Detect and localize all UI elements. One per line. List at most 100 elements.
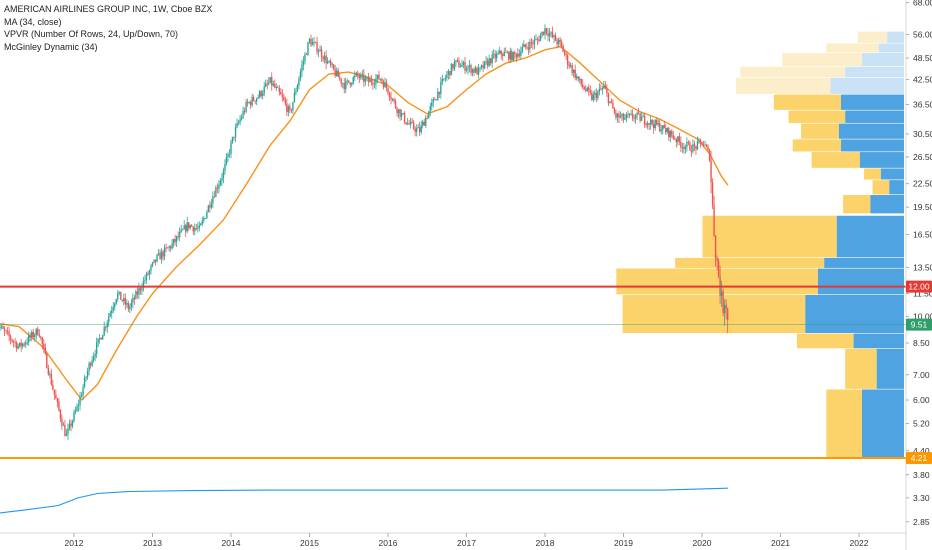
candle-445-body xyxy=(666,127,668,133)
candle-148-body xyxy=(218,184,220,189)
candle-144-body xyxy=(212,196,214,204)
candle-340-body xyxy=(508,52,510,60)
candle-191-body xyxy=(283,96,285,100)
candle-426-body xyxy=(637,112,640,114)
candle-109-body xyxy=(159,253,161,260)
candle-193-body xyxy=(286,103,288,113)
vp-faded-row-1-up xyxy=(845,66,904,78)
candle-417-body xyxy=(624,117,626,120)
candle-234-body xyxy=(348,80,350,83)
candle-45-body xyxy=(62,424,65,426)
legend-title: AMERICAN AIRLINES GROUP INC, 1W, Cboe BZ… xyxy=(4,4,213,14)
candle-433-body xyxy=(648,123,650,125)
price-axis[interactable]: 68.00 56.00 48.50 42.50 36.50 30.50 26.50 22.50… xyxy=(906,0,932,527)
candle-449-body xyxy=(672,135,675,139)
candle-126-body xyxy=(185,225,187,232)
candle-187-body xyxy=(277,87,279,88)
candle-273-body xyxy=(406,123,409,125)
candle-167-body xyxy=(246,101,249,103)
candle-416-body xyxy=(622,113,625,120)
candle-458-body xyxy=(686,142,688,147)
candle-309-body xyxy=(461,64,463,67)
indicator-lines xyxy=(0,45,729,514)
vp-row-3-up xyxy=(836,215,904,258)
level-resistance-tag-label: 12.00 xyxy=(908,282,930,292)
candle-152-body xyxy=(224,163,226,171)
candle-380-body xyxy=(568,64,570,67)
candle-418-body xyxy=(625,114,628,118)
y-tick-label-18: 3.80 xyxy=(913,470,930,480)
candle-227-body xyxy=(337,70,339,78)
candle-205-body xyxy=(304,54,306,61)
candle-165-body xyxy=(243,110,246,112)
candle-250-body xyxy=(372,82,374,85)
candle-104-body xyxy=(151,262,154,266)
legend-vpvr[interactable]: VPVR (Number Of Rows, 24, Up/Down, 70) xyxy=(4,29,179,39)
y-tick-label-2: 48.50 xyxy=(913,53,932,63)
candle-132-body xyxy=(194,227,196,232)
candle-313-body xyxy=(467,67,469,69)
candle-232-body xyxy=(345,81,347,90)
candle-365-body xyxy=(545,28,548,34)
candle-479-body xyxy=(717,260,720,277)
candle-285-body xyxy=(425,117,427,126)
candle-342-body xyxy=(511,51,513,61)
candle-229-body xyxy=(340,78,342,84)
y-tick-label-19: 3.30 xyxy=(913,493,930,503)
candle-79-body xyxy=(114,303,116,308)
candle-217-body xyxy=(322,57,324,60)
candle-456-body xyxy=(683,147,685,150)
y-tick-label-5: 30.50 xyxy=(913,129,932,139)
candle-96-body xyxy=(139,288,142,291)
y-tick-label-12: 10.00 xyxy=(913,311,932,321)
candle-392-body xyxy=(586,87,588,91)
vp-row-7-up xyxy=(859,152,904,168)
candle-469-body xyxy=(702,144,705,146)
candle-4-body xyxy=(0,326,3,328)
candle-81-body xyxy=(117,292,119,300)
candle-421-body xyxy=(630,113,632,115)
candle-346-body xyxy=(517,53,519,58)
candle-7-body xyxy=(5,330,7,332)
candle-374-body xyxy=(559,39,561,42)
candle-207-body xyxy=(307,42,309,55)
vp-faded-row-4-up xyxy=(887,31,904,43)
candle-276-body xyxy=(411,121,413,123)
time-axis[interactable]: 2012 2013 2014 2015 2016 2017 2018 2019 2020 2021… xyxy=(65,533,869,548)
candle-143-body xyxy=(210,203,213,208)
vp-row-14-down xyxy=(826,389,862,458)
candle-446-body xyxy=(668,127,670,138)
vp-row-5-down xyxy=(872,180,890,195)
candle-145-body xyxy=(213,196,216,198)
price-levels xyxy=(0,285,906,459)
candle-183-body xyxy=(271,77,273,86)
candle-95-body xyxy=(138,288,140,295)
candle-243-body xyxy=(361,74,364,76)
candle-55-body xyxy=(77,405,80,406)
candle-432-body xyxy=(646,123,649,126)
legend-ma[interactable]: MA (34, close) xyxy=(4,16,62,27)
candle-153-body xyxy=(225,157,228,164)
candle-224-body xyxy=(332,64,335,70)
candle-327-body xyxy=(488,58,490,66)
legend-mcginley[interactable]: McGinley Dynamic (34) xyxy=(4,41,98,52)
candle-361-body xyxy=(539,35,542,41)
candle-335-body xyxy=(500,50,502,55)
vp-row-8-down xyxy=(792,139,841,152)
candle-85-body xyxy=(123,298,125,301)
candle-222-body xyxy=(329,61,332,65)
candle-26-body xyxy=(34,334,36,338)
candle-436-body xyxy=(652,124,655,129)
candle-20-body xyxy=(24,342,27,345)
candle-168-body xyxy=(248,102,250,103)
x-tick-label-1: 2013 xyxy=(143,538,162,548)
candle-36-body xyxy=(49,373,51,375)
candle-35-body xyxy=(47,368,50,375)
candle-157-body xyxy=(231,136,234,143)
candle-341-body xyxy=(509,51,511,60)
candle-93-body xyxy=(135,291,137,300)
candle-450-body xyxy=(674,138,676,140)
candle-208-body xyxy=(308,38,311,43)
candle-278-body xyxy=(414,128,416,132)
